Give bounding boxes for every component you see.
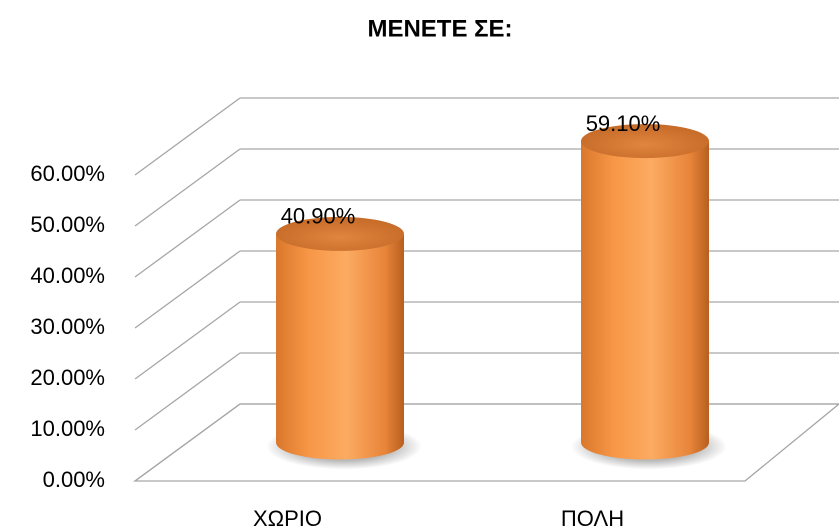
chart-title: ΜΕΝΕΤΕ ΣΕ: (367, 15, 512, 42)
grid-line (134, 250, 241, 329)
data-label: 59.10% (586, 111, 661, 136)
grid-line (134, 148, 241, 227)
bar-top (276, 216, 404, 251)
bar (581, 141, 709, 460)
x-tick-label: ΠΟΛΗ (561, 506, 624, 530)
x-tick-label: ΧΩΡΙΟ (253, 506, 322, 530)
grid-line (134, 199, 241, 278)
grid-line (134, 352, 241, 431)
y-tick-label: 50.00% (30, 212, 105, 237)
grid-line (134, 97, 241, 176)
bar (276, 233, 404, 460)
floor (133, 403, 839, 482)
y-tick-label: 10.00% (30, 416, 105, 441)
data-label: 40.90% (281, 204, 356, 229)
y-tick-label: 20.00% (30, 365, 105, 390)
bar-top (581, 124, 709, 159)
y-tick-label: 0.00% (43, 467, 105, 492)
y-tick-label: 30.00% (30, 314, 105, 339)
y-tick-label: 40.00% (30, 263, 105, 288)
grid-line (134, 301, 241, 380)
y-tick-label: 60.00% (30, 161, 105, 186)
grid-line (134, 403, 241, 482)
